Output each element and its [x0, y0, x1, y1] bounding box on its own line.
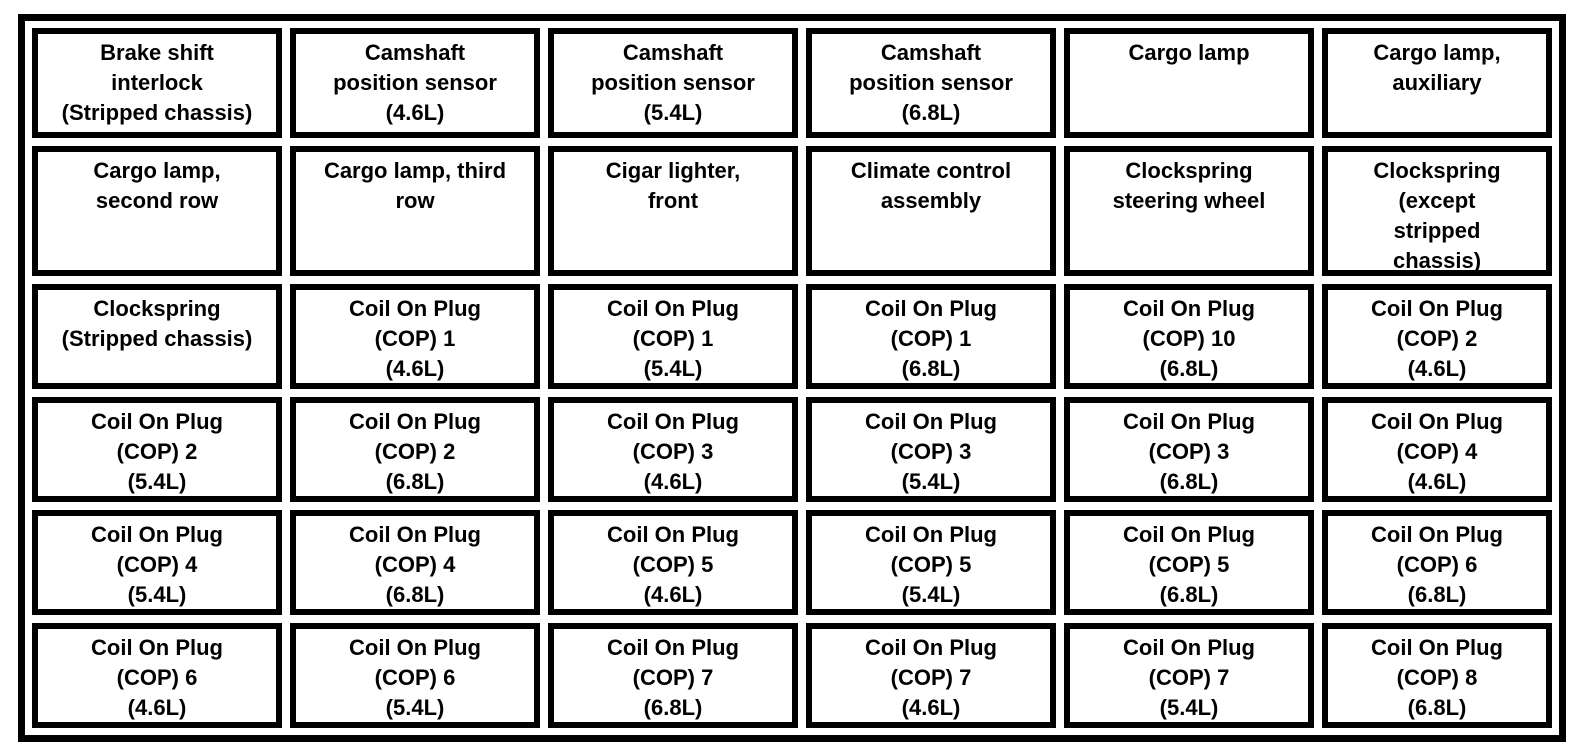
grid-cell: Coil On Plug (COP) 6 (4.6L) [32, 623, 282, 728]
grid-cell: Cigar lighter, front [548, 146, 798, 276]
grid-cell: Clockspring (Stripped chassis) [32, 284, 282, 389]
grid-cell: Coil On Plug (COP) 7 (5.4L) [1064, 623, 1314, 728]
grid-cell: Camshaft position sensor (5.4L) [548, 28, 798, 138]
grid-cell: Coil On Plug (COP) 3 (6.8L) [1064, 397, 1314, 502]
grid-cell: Clockspring steering wheel [1064, 146, 1314, 276]
grid-cell: Coil On Plug (COP) 5 (6.8L) [1064, 510, 1314, 615]
parts-label-grid: Brake shift interlock (Stripped chassis)… [32, 28, 1552, 728]
grid-cell: Coil On Plug (COP) 3 (5.4L) [806, 397, 1056, 502]
grid-cell: Cargo lamp, third row [290, 146, 540, 276]
grid-cell: Cargo lamp, second row [32, 146, 282, 276]
grid-cell: Coil On Plug (COP) 5 (5.4L) [806, 510, 1056, 615]
grid-cell: Coil On Plug (COP) 4 (5.4L) [32, 510, 282, 615]
grid-cell: Camshaft position sensor (6.8L) [806, 28, 1056, 138]
grid-cell: Coil On Plug (COP) 7 (4.6L) [806, 623, 1056, 728]
table-outer-frame: Brake shift interlock (Stripped chassis)… [18, 14, 1566, 742]
grid-cell: Cargo lamp, auxiliary [1322, 28, 1552, 138]
grid-cell: Coil On Plug (COP) 2 (5.4L) [32, 397, 282, 502]
grid-cell: Coil On Plug (COP) 5 (4.6L) [548, 510, 798, 615]
grid-cell: Brake shift interlock (Stripped chassis) [32, 28, 282, 138]
grid-cell: Coil On Plug (COP) 7 (6.8L) [548, 623, 798, 728]
grid-cell: Climate control assembly [806, 146, 1056, 276]
grid-cell: Cargo lamp [1064, 28, 1314, 138]
grid-cell: Coil On Plug (COP) 8 (6.8L) [1322, 623, 1552, 728]
grid-cell: Coil On Plug (COP) 4 (4.6L) [1322, 397, 1552, 502]
grid-cell: Coil On Plug (COP) 6 (6.8L) [1322, 510, 1552, 615]
grid-cell: Coil On Plug (COP) 1 (5.4L) [548, 284, 798, 389]
grid-cell: Coil On Plug (COP) 2 (6.8L) [290, 397, 540, 502]
grid-cell: Coil On Plug (COP) 6 (5.4L) [290, 623, 540, 728]
grid-cell: Coil On Plug (COP) 2 (4.6L) [1322, 284, 1552, 389]
grid-cell: Camshaft position sensor (4.6L) [290, 28, 540, 138]
grid-cell: Clockspring (except stripped chassis) [1322, 146, 1552, 276]
grid-cell: Coil On Plug (COP) 4 (6.8L) [290, 510, 540, 615]
grid-cell: Coil On Plug (COP) 1 (6.8L) [806, 284, 1056, 389]
grid-cell: Coil On Plug (COP) 3 (4.6L) [548, 397, 798, 502]
grid-cell: Coil On Plug (COP) 10 (6.8L) [1064, 284, 1314, 389]
grid-cell: Coil On Plug (COP) 1 (4.6L) [290, 284, 540, 389]
